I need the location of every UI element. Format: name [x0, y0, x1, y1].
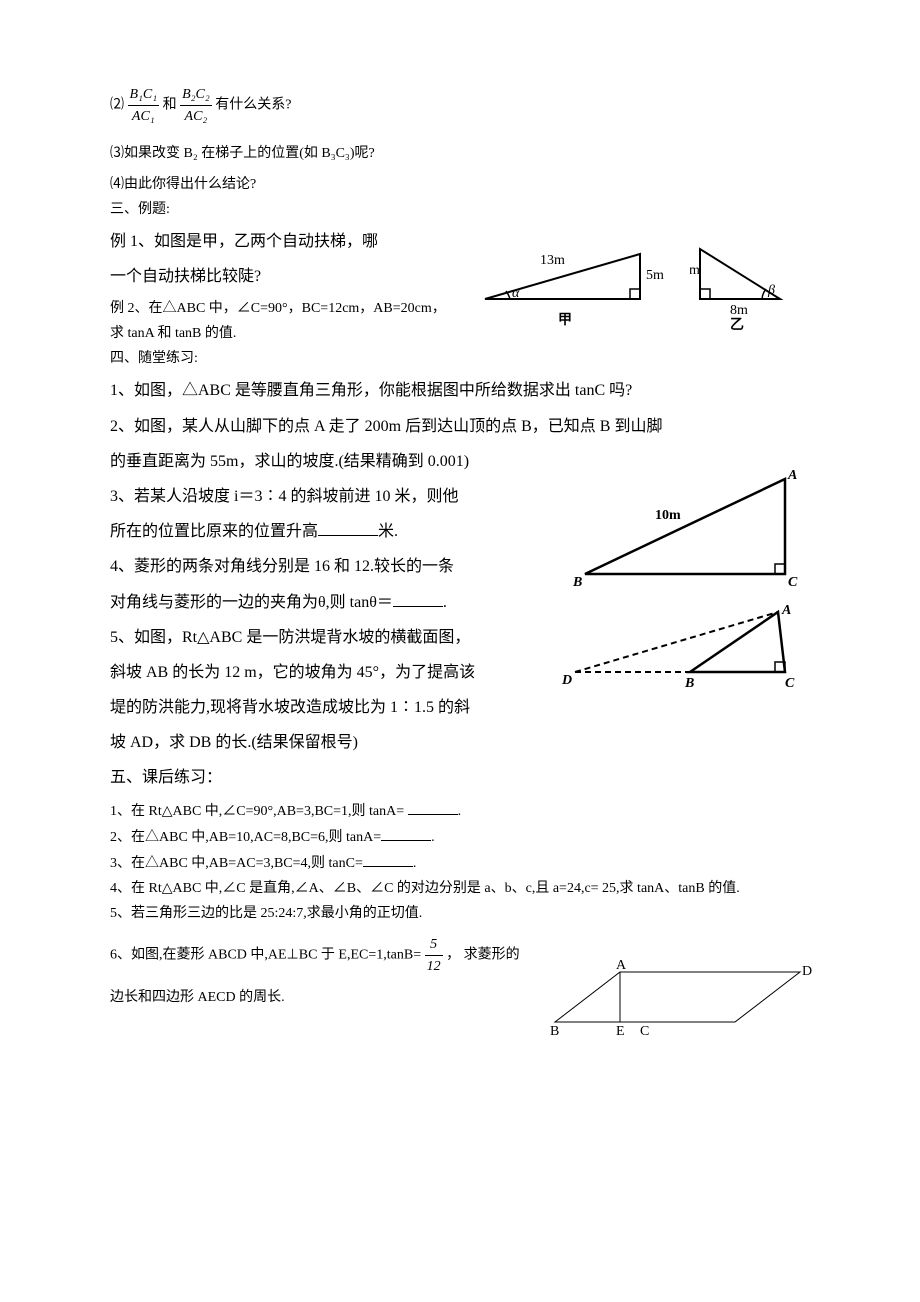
q4: ⑷由此你得出什么结论? [110, 174, 810, 195]
blank-h3 [363, 852, 413, 867]
h6-frac: 5 12 [425, 934, 443, 977]
jia-hyp: 13m [540, 253, 565, 268]
blank-h1 [408, 800, 458, 815]
p1: 1、如图，△ABC 是等腰直角三角形，你能根据图中所给数据求出 tanC 吗? [110, 373, 810, 408]
svg-text:C: C [640, 1024, 649, 1037]
svg-text:C: C [788, 575, 798, 590]
q2-frac1: B₁C₁ AC₁ [128, 84, 160, 127]
fig-escalator-jia: 13m 5m α 甲 [470, 234, 670, 334]
svg-text:B: B [684, 676, 694, 691]
q2-frac2: B₂C₂ AC₂ [180, 84, 212, 127]
section-4: 四、随堂练习: [110, 348, 810, 369]
svg-text:10m: 10m [655, 508, 681, 523]
jia-label: 甲 [558, 312, 572, 328]
svg-text:A: A [787, 468, 797, 483]
p2a: 2、如图，某人从山脚下的点 A 走了 200m 后到达山顶的点 B，已知点 B … [110, 409, 810, 444]
fig-escalator-yi: 6m 8m β 乙 [690, 234, 820, 334]
svg-text:D: D [802, 964, 812, 979]
p5d: 坡 AD，求 DB 的长.(结果保留根号) [110, 725, 810, 760]
yi-base: 8m [730, 303, 748, 318]
h4: 4、在 Rt△ABC 中,∠C 是直角,∠A、∠B、∠C 的对边分别是 a、b、… [110, 878, 810, 899]
h2: 2、在△ABC 中,AB=10,AC=8,BC=6,则 tanA=. [110, 826, 810, 848]
q2-and: 和 [163, 98, 177, 113]
blank-p3 [318, 519, 378, 536]
svg-text:A: A [616, 958, 627, 973]
h5: 5、若三角形三边的比是 25:24:7,求最小角的正切值. [110, 903, 810, 924]
svg-text:E: E [616, 1024, 625, 1037]
fig-slope: A B C 10m [570, 464, 820, 594]
q2-prefix: ⑵ [110, 98, 124, 113]
svg-text:D: D [561, 673, 572, 688]
h1: 1、在 Rt△ABC 中,∠C=90°,AB=3,BC=1,则 tanA= . [110, 800, 810, 822]
svg-text:C: C [785, 676, 795, 691]
blank-h2 [381, 826, 431, 841]
svg-text:B: B [550, 1024, 559, 1037]
q2-suffix: 有什么关系? [215, 98, 291, 113]
h3: 3、在△ABC 中,AB=AC=3,BC=4,则 tanC=. [110, 852, 810, 874]
fig-dam: A B C D [560, 602, 820, 692]
jia-angle: α [512, 286, 520, 301]
blank-p4 [393, 590, 443, 607]
q2-line: ⑵ B₁C₁ AC₁ 和 B₂C₂ AC₂ 有什么关系? [110, 84, 810, 127]
p5c: 堤的防洪能力,现将背水坡改造成坡比为 1∶1.5 的斜 [110, 690, 810, 725]
svg-text:B: B [572, 575, 582, 590]
section-5: 五、课后练习： [110, 760, 810, 795]
yi-label: 乙 [730, 317, 744, 333]
fig-rhombus: A B C D E [540, 957, 820, 1037]
section-3: 三、例题: [110, 199, 810, 220]
svg-text:A: A [781, 603, 791, 618]
jia-h: 5m [646, 268, 664, 283]
yi-angle: β [767, 283, 775, 298]
q3: ⑶如果改变 B₂ 在梯子上的位置(如 B₃C₃)呢? [110, 143, 810, 164]
yi-h: 6m [690, 263, 700, 278]
